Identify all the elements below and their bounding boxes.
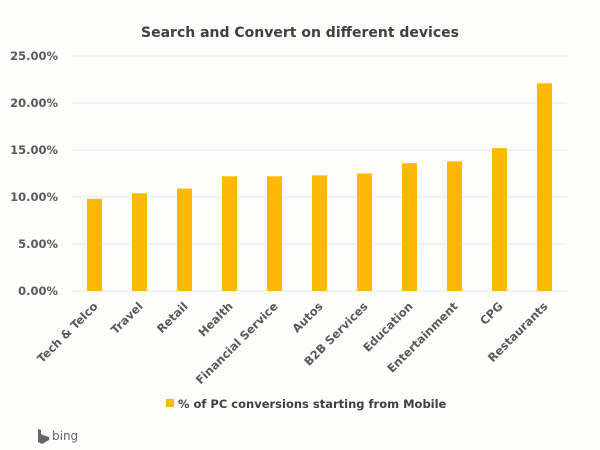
y-tick-label: 10.00% [10,190,58,204]
bar [132,193,147,291]
chart-title: Search and Convert on different devices [141,25,459,41]
legend-label: % of PC conversions starting from Mobile [178,397,447,411]
bing-logo-icon [38,429,49,444]
y-tick-label: 25.00% [10,49,58,63]
legend-swatch [166,399,174,407]
bar [402,163,417,291]
x-category-label: Financial Service [193,299,281,387]
y-tick-label: 15.00% [10,143,58,157]
x-category-label: Health [195,299,235,339]
x-category-label: Tech & Telco [34,299,100,365]
y-tick-label: 20.00% [10,96,58,110]
bar [447,161,462,291]
x-category-label: Retail [154,299,191,336]
x-category-label: Travel [108,299,146,337]
bar [357,173,372,291]
bing-logo-text: bing [52,429,78,443]
y-tick-label: 0.00% [18,284,58,298]
x-category-label: CPG [477,299,506,328]
x-category-label: Autos [289,299,325,335]
bar [267,176,282,291]
bing-logo: bing [38,429,78,444]
bar [87,198,102,291]
bar [537,83,552,291]
bar [177,188,192,291]
bar [222,176,237,291]
bar [312,175,327,291]
y-tick-label: 5.00% [18,237,58,251]
bar [492,148,507,291]
